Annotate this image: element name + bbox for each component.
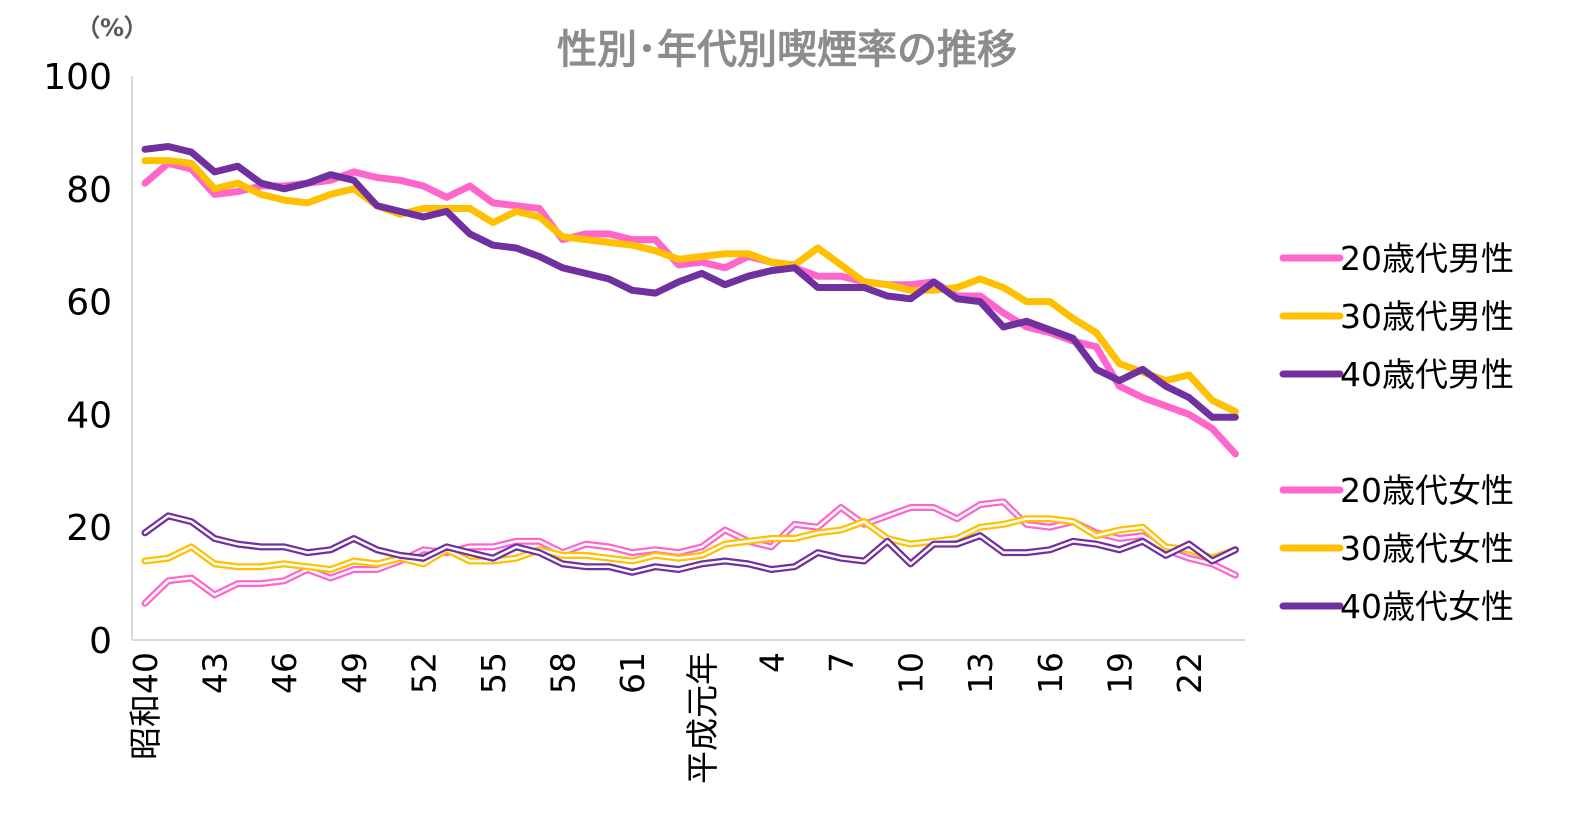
y-tick-label: 40 xyxy=(66,395,112,436)
series-line-inner xyxy=(143,514,1237,574)
y-tick-label: 0 xyxy=(89,621,112,662)
x-tick-label: 昭和40 xyxy=(126,652,165,760)
y-tick-label: 60 xyxy=(66,283,112,324)
x-tick-label: 49 xyxy=(335,652,374,694)
x-tick-label: 10 xyxy=(892,652,931,694)
x-axis-ticks: 昭和40 43 46 49 52 55 58 61 平成元年 4 7 10 13 16 19 22 xyxy=(126,652,1209,784)
x-tick-label: 61 xyxy=(613,652,652,694)
series-line xyxy=(141,143,1239,421)
series-line-inner xyxy=(143,500,1237,605)
x-tick-label: 58 xyxy=(544,652,583,694)
x-tick-label: 19 xyxy=(1100,652,1139,694)
legend-label: 40歳代女性 xyxy=(1340,587,1514,626)
series-lines xyxy=(141,143,1239,607)
legend-label: 20歳代女性 xyxy=(1340,471,1514,510)
series-line xyxy=(141,159,1239,458)
x-tick-label: 46 xyxy=(265,652,304,694)
y-tick-label: 80 xyxy=(66,170,112,211)
y-axis-unit-label: （%） xyxy=(76,14,148,42)
legend-label: 30歳代女性 xyxy=(1340,529,1514,568)
chart-title: 性別･年代別喫煙率の推移 xyxy=(557,27,1017,73)
legend-label: 20歳代男性 xyxy=(1340,239,1514,278)
series-line xyxy=(141,157,1239,416)
x-tick-label: 7 xyxy=(822,652,861,673)
y-tick-label: 20 xyxy=(66,508,112,549)
x-tick-label: 55 xyxy=(474,652,513,694)
series-line-inner xyxy=(143,517,1237,571)
y-tick-label: 100 xyxy=(43,57,112,98)
legend-label: 30歳代男性 xyxy=(1340,297,1514,336)
legend: 20歳代男性 30歳代男性 40歳代男性 20歳代女性 30歳代女性 40歳代女性 xyxy=(1279,239,1514,626)
x-tick-label: 16 xyxy=(1031,652,1070,694)
x-tick-label: 22 xyxy=(1170,652,1209,694)
x-tick-label: 43 xyxy=(196,652,235,694)
legend-label: 40歳代男性 xyxy=(1340,355,1514,394)
x-tick-label: 平成元年 xyxy=(683,652,722,784)
x-tick-label: 4 xyxy=(752,652,791,673)
x-tick-label: 52 xyxy=(404,652,443,694)
y-axis-ticks: 0 20 40 60 80 100 xyxy=(43,57,112,662)
x-tick-label: 13 xyxy=(961,652,1000,694)
